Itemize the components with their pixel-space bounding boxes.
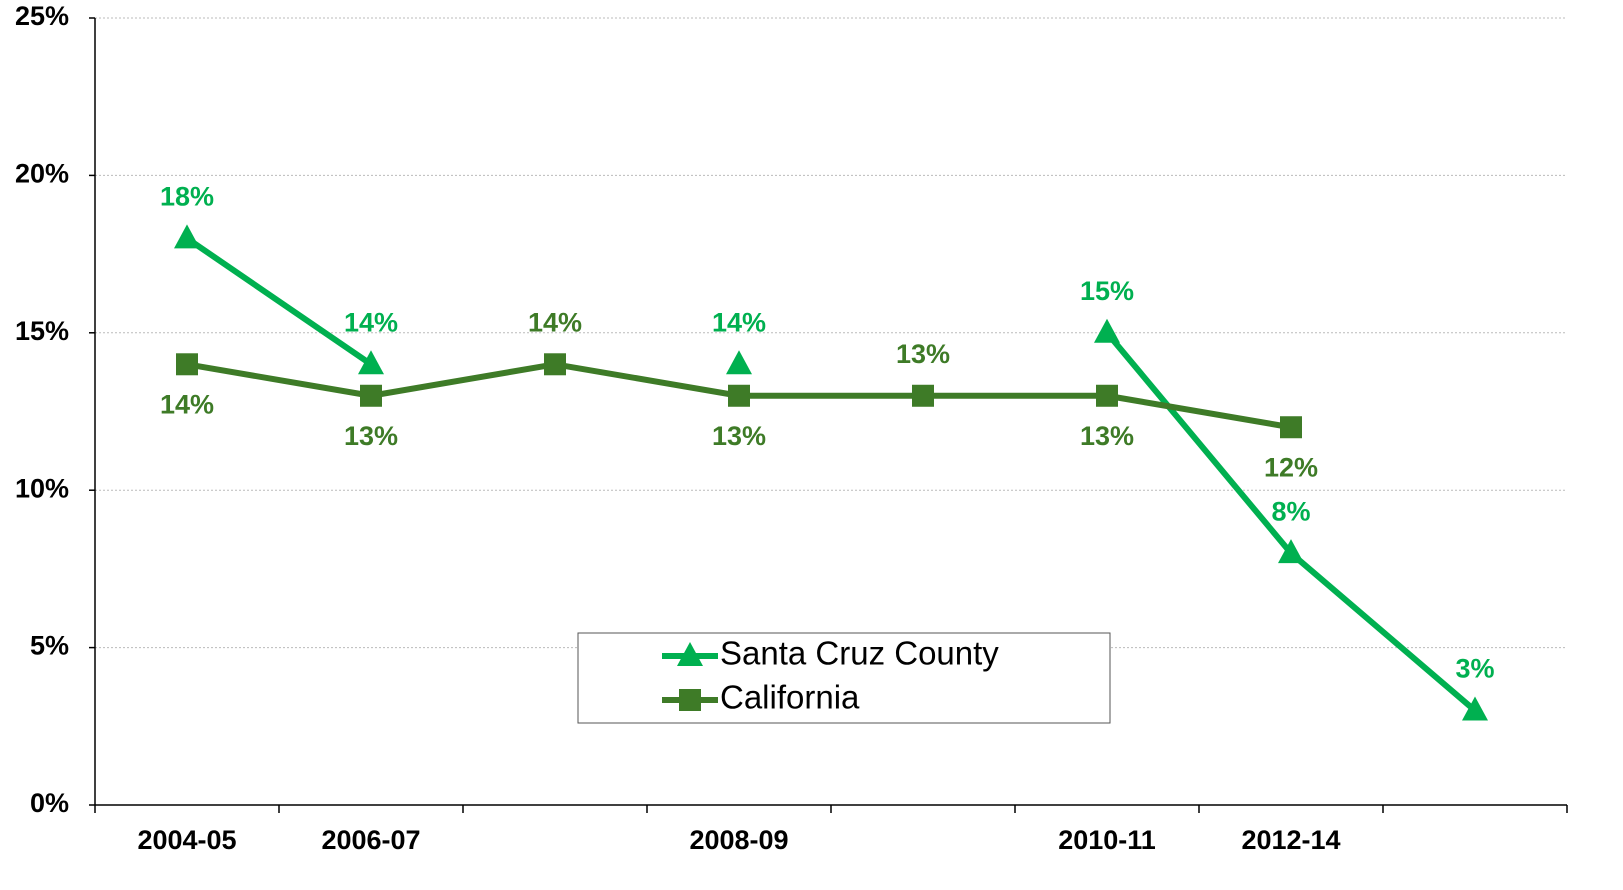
point	[176, 353, 198, 376]
data-label: 13%	[896, 339, 950, 369]
point	[360, 384, 382, 407]
point	[728, 384, 750, 407]
data-label: 14%	[344, 307, 398, 337]
point	[726, 350, 752, 375]
y-tick-label: 0%	[30, 788, 69, 818]
point	[1462, 696, 1488, 721]
data-label: 14%	[712, 307, 766, 337]
legend-box	[577, 632, 1111, 724]
y-tick-label: 10%	[15, 473, 69, 503]
y-tick-label: 25%	[15, 1, 69, 31]
data-label: 13%	[344, 421, 398, 451]
data-label: 8%	[1271, 496, 1310, 526]
data-label: 12%	[1264, 452, 1318, 482]
data-label: 3%	[1455, 654, 1494, 684]
point	[1094, 318, 1120, 343]
x-tick-label: 2010-11	[1058, 825, 1156, 855]
legend-marker	[679, 689, 701, 711]
x-tick-label: 2004-05	[137, 825, 236, 855]
point	[544, 353, 566, 376]
x-tick-label: 2008-09	[689, 825, 788, 855]
y-tick-label: 15%	[15, 316, 69, 346]
y-tick-label: 20%	[15, 159, 69, 189]
point	[1278, 539, 1304, 564]
data-label: 15%	[1080, 276, 1134, 306]
data-label: 13%	[1080, 421, 1134, 451]
x-tick-label: 2012-14	[1241, 825, 1340, 855]
legend-marker	[677, 642, 703, 666]
legend-label: California	[720, 679, 860, 716]
data-label: 14%	[528, 307, 582, 337]
point	[358, 350, 384, 375]
point	[1280, 416, 1302, 439]
point	[1096, 384, 1118, 407]
data-label: 13%	[712, 421, 766, 451]
point	[174, 224, 200, 249]
x-tick-label: 2006-07	[321, 825, 420, 855]
legend-label: Santa Cruz County	[720, 635, 999, 672]
y-tick-label: 5%	[30, 631, 69, 661]
point	[912, 384, 934, 407]
data-label: 14%	[160, 389, 214, 419]
data-label: 18%	[160, 181, 214, 211]
